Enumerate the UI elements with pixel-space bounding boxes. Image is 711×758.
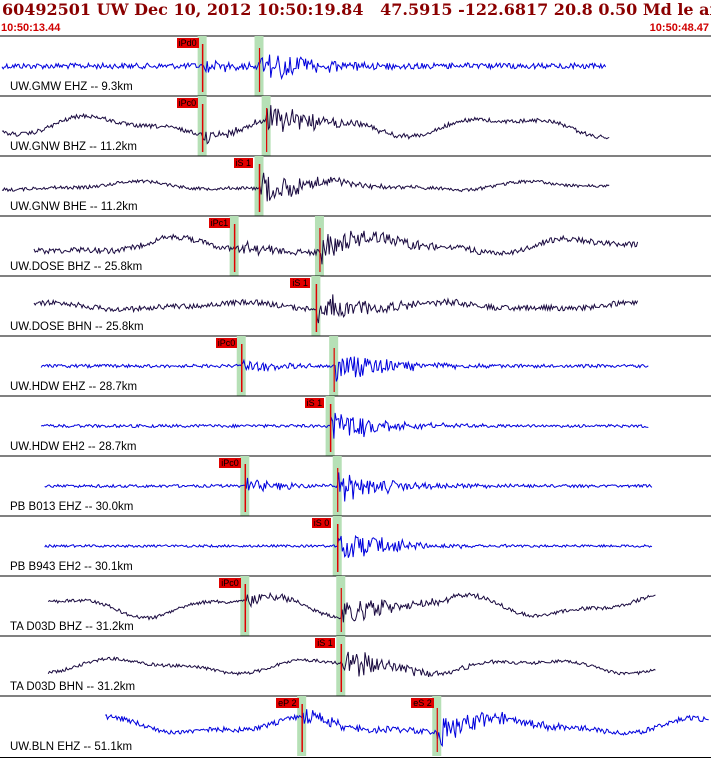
trace-panel[interactable] [0,575,711,636]
event-title: 60492501 UW Dec 10, 2012 10:50:19.84 47.… [2,0,711,19]
event-header: 60492501 UW Dec 10, 2012 10:50:19.84 47.… [0,0,711,36]
trace-panel[interactable] [0,275,711,336]
s-pick-label[interactable]: eS 2 [411,698,434,708]
pick-label[interactable]: iPc0 [219,458,241,468]
trace-panel[interactable] [0,515,711,576]
station-label: TA D03D BHN -- 31.2km [10,681,136,693]
trace-panel[interactable] [0,335,711,396]
waveform-trace [44,534,653,558]
end-time-label: 10:50:48.47 [649,22,709,34]
waveform-trace [1,54,607,81]
pick-label[interactable]: iPc1 [208,218,231,228]
pick-label[interactable]: iPc0 [215,338,238,348]
station-label: PB B013 EHZ -- 30.0km [10,501,134,513]
pick-label[interactable]: iS 1 [290,278,310,288]
waveform-trace [47,651,656,678]
station-label: PB B943 EH2 -- 30.1km [10,561,133,573]
pick-label[interactable]: eP 2 [276,698,299,708]
station-label: UW.HDW EH2 -- 28.7km [10,441,137,453]
trace-panel[interactable] [0,95,711,156]
waveform-trace [1,105,610,145]
waveform-trace [33,230,639,265]
station-label: UW.HDW EHZ -- 28.7km [10,381,138,393]
station-label: UW.BLN EHZ -- 51.1km [10,741,133,753]
trace-panel[interactable] [0,35,711,96]
waveform-trace [1,172,610,202]
pick-label[interactable]: iS 1 [233,158,254,168]
trace-panel[interactable] [0,395,711,456]
waveform-trace [40,356,649,382]
start-time-label: 10:50:13.44 [1,22,61,34]
waveform-trace [47,591,656,623]
pick-label[interactable]: iS 1 [315,638,335,648]
waveform-trace [104,709,709,748]
pick-label[interactable]: iPc0 [219,578,241,588]
station-label: UW.DOSE BHN -- 25.8km [10,321,144,333]
pick-label[interactable]: iPc0 [176,98,199,108]
pick-label[interactable]: iS 0 [311,518,332,528]
station-label: UW.GNW BHZ -- 11.2km [10,141,137,153]
waveform-trace [44,472,653,502]
waveform-trace [40,412,649,439]
pick-label[interactable]: iPd0 [176,38,199,48]
station-label: UW.GNW BHE -- 11.2km [10,201,138,213]
station-label: UW.DOSE BHZ -- 25.8km [10,261,143,273]
trace-panel[interactable] [0,455,711,516]
waveform-trace [33,294,639,324]
trace-panel[interactable] [0,695,711,756]
trace-panel[interactable] [0,635,711,696]
pick-label[interactable]: iS 1 [304,398,325,408]
trace-panel[interactable] [0,215,711,276]
station-label: UW.GMW EHZ -- 9.3km [10,81,133,93]
station-label: TA D03D BHZ -- 31.2km [10,621,134,633]
trace-panel[interactable] [0,155,711,216]
